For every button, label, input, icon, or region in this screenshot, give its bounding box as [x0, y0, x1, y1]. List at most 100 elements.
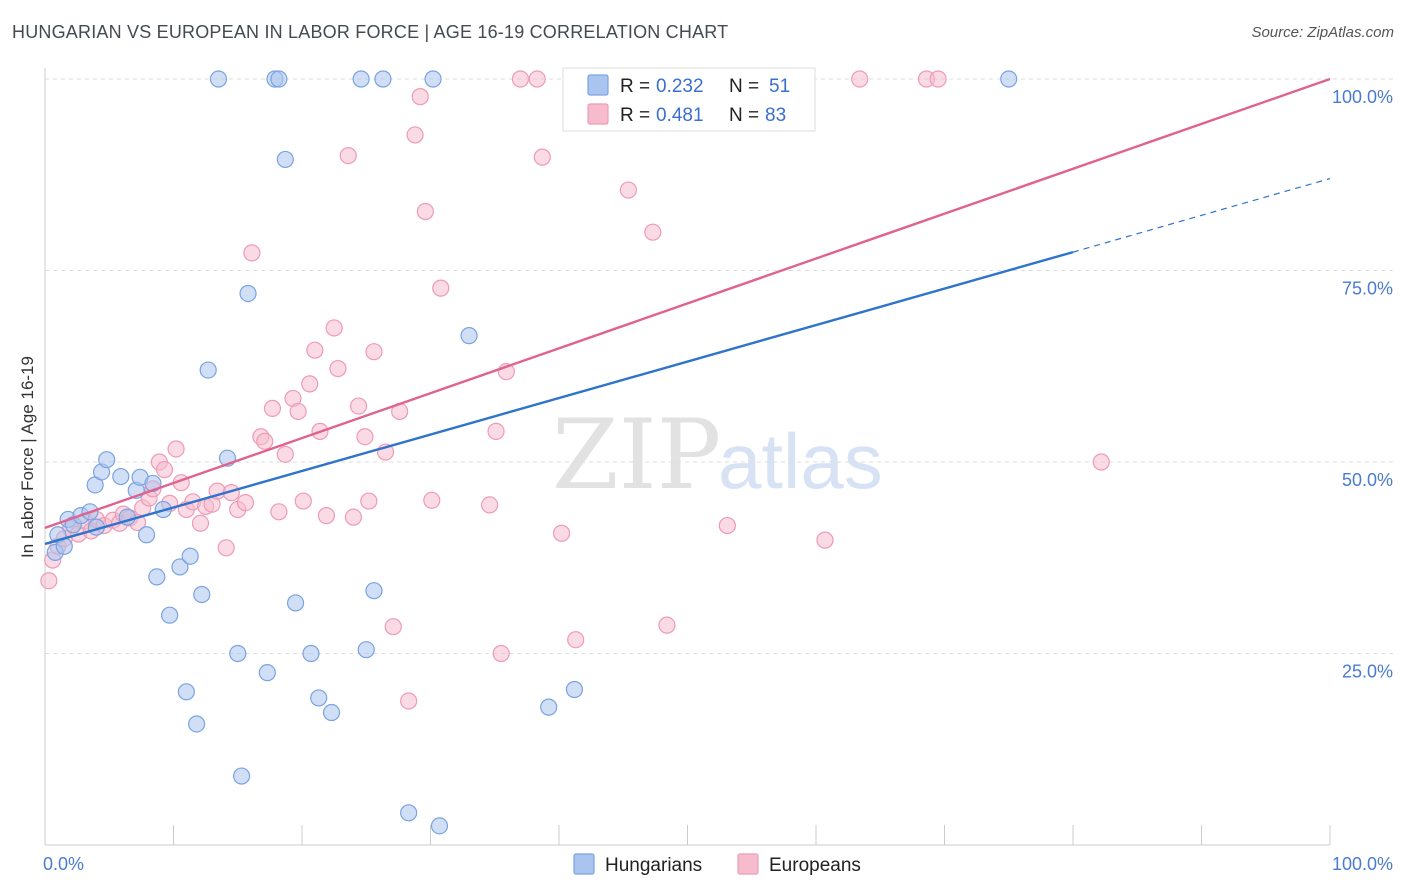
europeans-point — [644, 223, 662, 241]
europeans-point — [270, 503, 288, 521]
europeans-point — [658, 616, 676, 634]
europeans-point — [339, 147, 357, 165]
europeans-point — [487, 422, 505, 440]
europeans-point — [263, 399, 282, 417]
hungarians-point — [209, 70, 228, 88]
hungarians-point — [1000, 70, 1018, 88]
legend-r-value-hungarians: 0.232 — [656, 76, 704, 97]
hungarians-point — [276, 150, 294, 169]
europeans-point — [294, 492, 312, 510]
grid-lines — [45, 78, 1393, 654]
trend-lines — [44, 77, 1331, 546]
europeans-point — [533, 148, 551, 166]
europeans-point — [432, 279, 450, 297]
europeans-point — [481, 496, 499, 514]
hungarians-point — [229, 644, 247, 663]
hungarians-point — [188, 715, 206, 733]
europeans-point — [552, 524, 571, 542]
legend: R = 0.232 N = 51 R = 0.481 N = 83 — [562, 67, 816, 132]
watermark-zip: ZIP — [552, 399, 721, 511]
europeans-points — [40, 70, 1110, 710]
hungarians-point — [98, 451, 116, 469]
europeans-point — [411, 88, 429, 106]
y-tick-label: 75.0% — [1342, 279, 1393, 299]
x-tick-label-max: 100.0% — [1332, 854, 1393, 874]
europeans-point — [276, 445, 294, 463]
hungarians-point — [199, 361, 217, 379]
legend-r-label-hungarians: R = — [620, 76, 650, 97]
europeans-point — [167, 440, 185, 458]
europeans-point — [511, 70, 530, 88]
chart-source: Source: ZipAtlas.com — [1251, 24, 1394, 41]
europeans-trend-line — [44, 77, 1331, 530]
europeans-point — [929, 70, 947, 88]
hungarians-point — [171, 558, 189, 576]
hungarians-point — [365, 582, 383, 600]
hungarians-point — [357, 641, 375, 659]
hungarians-point — [258, 664, 276, 682]
chart-title: HUNGARIAN VS EUROPEAN IN LABOR FORCE | A… — [12, 22, 729, 42]
hungarians-trend-line — [44, 250, 1074, 546]
y-tick-label: 100.0% — [1332, 87, 1393, 107]
europeans-point — [365, 343, 383, 361]
bottom-legend-swatch-europeans — [737, 853, 759, 875]
legend-r-value-europeans: 0.481 — [656, 105, 704, 126]
legend-n-value-hungarians: 51 — [769, 76, 790, 97]
europeans-point — [236, 493, 255, 512]
europeans-point — [851, 70, 869, 88]
europeans-point — [349, 397, 368, 415]
hungarians-point — [233, 767, 251, 785]
hungarians-point — [148, 568, 166, 586]
europeans-point — [40, 572, 58, 590]
legend-n-value-europeans: 83 — [765, 105, 786, 126]
watermark-atlas: atlas — [718, 417, 883, 505]
europeans-point — [243, 244, 261, 262]
hungarians-point — [193, 585, 211, 604]
hungarians-point — [565, 680, 584, 699]
hungarians-point — [177, 683, 195, 701]
y-axis-label: In Labor Force | Age 16-19 — [18, 356, 37, 558]
europeans-point — [718, 516, 736, 535]
x-tick-label-min: 0.0% — [43, 854, 84, 874]
y-tick-label: 25.0% — [1342, 662, 1393, 682]
legend-r-label-europeans: R = — [620, 105, 650, 126]
europeans-point — [344, 508, 362, 526]
europeans-point — [217, 539, 235, 557]
hungarians-point — [286, 594, 305, 612]
legend-swatch-europeans — [587, 103, 609, 125]
europeans-point — [567, 631, 585, 649]
hungarians-point — [302, 644, 320, 663]
europeans-point — [301, 375, 319, 393]
hungarians-point — [424, 70, 442, 88]
hungarians-point — [144, 474, 162, 493]
hungarians-point — [310, 689, 328, 707]
hungarians-points — [46, 70, 1018, 835]
europeans-point — [1092, 453, 1110, 471]
legend-n-label-hungarians: N = — [729, 76, 759, 97]
hungarians-point — [137, 526, 156, 544]
hungarians-point — [374, 70, 392, 88]
bottom-legend: Hungarians Europeans — [573, 853, 861, 876]
y-tick-labels: 100.0% 75.0% 50.0% 25.0% — [1332, 87, 1393, 682]
hungarians-point — [460, 327, 478, 345]
hungarians-point — [430, 817, 449, 835]
europeans-point — [492, 644, 510, 663]
legend-swatch-hungarians — [587, 74, 609, 96]
hungarians-trend-extension — [1072, 178, 1331, 253]
hungarians-point — [540, 698, 558, 716]
hungarians-point — [352, 70, 370, 88]
europeans-point — [317, 507, 336, 525]
bottom-legend-swatch-hungarians — [573, 853, 595, 875]
europeans-point — [289, 402, 307, 421]
hungarians-point — [161, 606, 179, 624]
europeans-point — [306, 341, 324, 359]
europeans-point — [406, 126, 424, 144]
europeans-point — [416, 202, 434, 221]
europeans-point — [329, 359, 347, 378]
europeans-point — [256, 432, 274, 450]
europeans-point — [325, 319, 343, 337]
europeans-point — [816, 531, 834, 549]
legend-n-label-europeans: N = — [729, 105, 759, 126]
europeans-point — [619, 181, 637, 199]
